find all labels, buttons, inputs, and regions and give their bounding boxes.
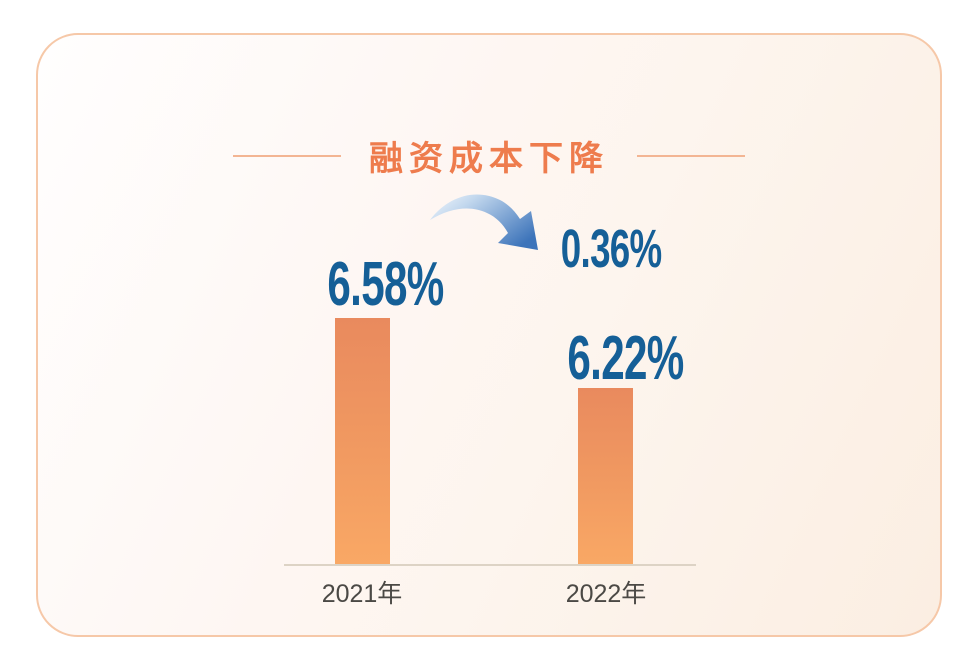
- value-label-2021: 6.58%: [327, 250, 444, 319]
- value-label-2022: 6.22%: [567, 324, 684, 393]
- x-axis-baseline: [284, 564, 696, 566]
- title-row: 融资成本下降: [38, 131, 940, 180]
- category-label-2021: 2021年: [321, 580, 403, 608]
- bar-2022: [578, 388, 633, 565]
- card-title: 融资成本下降: [369, 140, 609, 178]
- bar-2021: [335, 318, 390, 565]
- title-decor-line-right: [637, 154, 745, 157]
- delta-label: 0.36%: [560, 219, 662, 279]
- category-label-2022: 2022年: [565, 580, 647, 608]
- financing-cost-card: 融资成本下降: [36, 33, 942, 637]
- decrease-arrow-icon: [428, 188, 546, 266]
- title-decor-line-left: [233, 154, 341, 157]
